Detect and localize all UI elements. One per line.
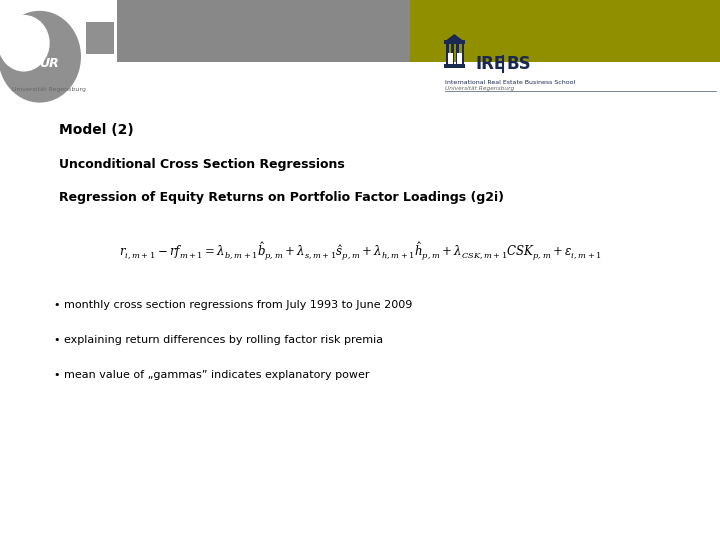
Ellipse shape (0, 15, 50, 71)
Text: Universität Regensburg: Universität Regensburg (445, 86, 514, 91)
Text: UR: UR (39, 57, 59, 70)
Bar (456, 44, 459, 64)
Text: BS: BS (506, 55, 531, 73)
Bar (410, 0, 720, 62)
Bar (117, 0, 410, 62)
Bar (448, 53, 453, 64)
Polygon shape (445, 34, 464, 41)
Text: Universität Regensburg: Universität Regensburg (12, 86, 86, 92)
Text: Model (2): Model (2) (59, 123, 134, 137)
Text: Unconditional Cross Section Regressions: Unconditional Cross Section Regressions (59, 158, 345, 171)
Ellipse shape (0, 11, 81, 103)
Text: • explaining return differences by rolling factor risk premia: • explaining return differences by rolli… (54, 335, 383, 345)
Text: • mean value of „gammas” indicates explanatory power: • mean value of „gammas” indicates expla… (54, 370, 369, 380)
Bar (451, 44, 454, 64)
Text: $r_{i,m+1} - rf_{m+1} = \lambda_{b,m+1}\hat{b}_{p,m} + \lambda_{s,m+1}\hat{s}_{p: $r_{i,m+1} - rf_{m+1} = \lambda_{b,m+1}\… (119, 240, 601, 262)
Text: • monthly cross section regressions from July 1993 to June 2009: • monthly cross section regressions from… (54, 300, 413, 310)
Text: International Real Estate Business School: International Real Estate Business Schoo… (445, 79, 575, 85)
Bar (444, 64, 465, 68)
Bar (446, 44, 449, 64)
Bar (86, 22, 114, 54)
Text: Regression of Equity Returns on Portfolio Factor Loadings (g2i): Regression of Equity Returns on Portfoli… (59, 191, 504, 204)
Bar (444, 40, 465, 44)
Text: IRE: IRE (475, 55, 505, 73)
Bar (457, 53, 462, 64)
Bar (462, 44, 464, 64)
